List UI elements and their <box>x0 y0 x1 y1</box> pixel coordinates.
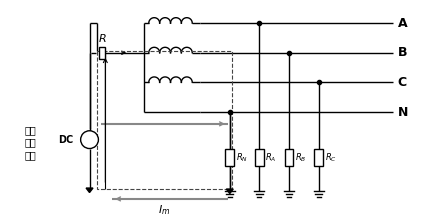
Bar <box>255 149 264 166</box>
Bar <box>225 149 234 166</box>
Bar <box>99 47 105 59</box>
Text: 监测: 监测 <box>25 138 36 148</box>
Text: N: N <box>398 106 408 118</box>
Bar <box>97 51 232 189</box>
Polygon shape <box>226 189 233 194</box>
Text: DC: DC <box>83 135 96 144</box>
Text: DC: DC <box>58 135 74 145</box>
Text: C: C <box>398 76 407 89</box>
Text: $I_m$: $I_m$ <box>159 203 171 217</box>
Bar <box>314 149 323 166</box>
Text: $R_A$: $R_A$ <box>265 151 277 164</box>
Text: 装置: 装置 <box>25 151 36 160</box>
Bar <box>285 149 294 166</box>
Text: $R_C$: $R_C$ <box>324 151 336 164</box>
Text: B: B <box>398 46 407 59</box>
Text: $R_B$: $R_B$ <box>295 151 306 164</box>
Polygon shape <box>86 188 93 193</box>
Text: $R$: $R$ <box>98 32 107 44</box>
Text: $R_N$: $R_N$ <box>236 151 248 164</box>
Circle shape <box>81 131 99 149</box>
Text: A: A <box>398 17 407 30</box>
Text: 绝缘: 绝缘 <box>25 125 36 135</box>
